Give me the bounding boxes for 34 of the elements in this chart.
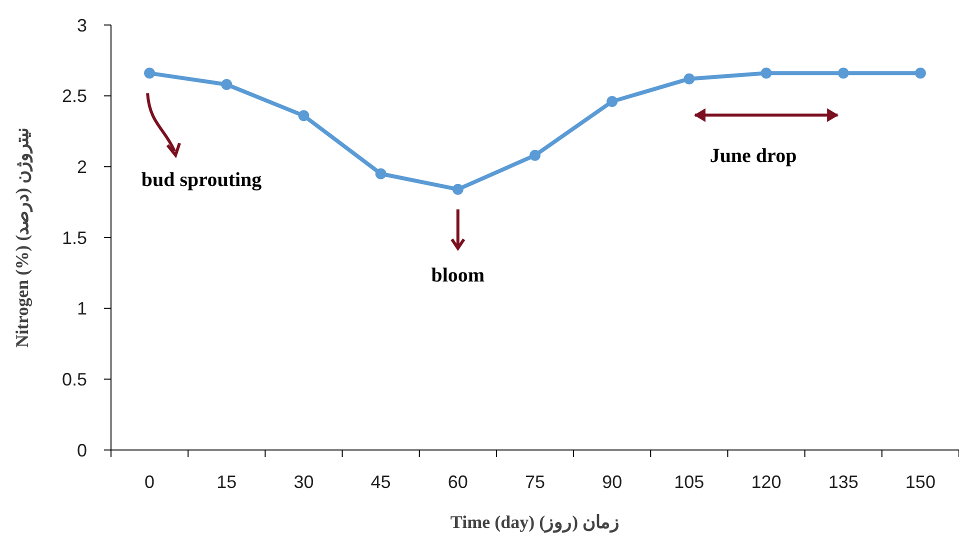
- point: [684, 73, 695, 84]
- x-tick-label: 90: [602, 472, 622, 492]
- point: [606, 96, 618, 107]
- point: [452, 184, 464, 195]
- x-tick-label: 0: [144, 472, 155, 492]
- x-tick-label: 60: [448, 472, 468, 492]
- y-axis-title: Nitrogen (%) نیتروژن (درصد): [12, 127, 33, 348]
- x-tick-label: 45: [370, 472, 391, 492]
- annotation: bud sprouting: [141, 169, 262, 192]
- y-tick-label: 2.5: [62, 86, 87, 106]
- point: [760, 68, 772, 79]
- point: [298, 110, 310, 122]
- y-tick-label: 0.5: [62, 369, 87, 390]
- y-tick-label: 2: [76, 156, 87, 177]
- y-tick-label: 0: [76, 440, 87, 460]
- annotation: June drop: [710, 145, 797, 168]
- y-tick-label: 1.5: [62, 228, 87, 248]
- x-tick-label: 30: [294, 472, 314, 492]
- y-tick-label: 1: [76, 298, 87, 319]
- y-tick-label: 3: [76, 15, 87, 36]
- x-tick-label: 150: [905, 472, 936, 492]
- point: [530, 150, 540, 161]
- x-tick-label: 135: [828, 472, 858, 492]
- annotation: bloom: [431, 264, 485, 286]
- x-axis-title: Time (day) زمان (روز): [450, 512, 620, 533]
- x-tick-label: 15: [216, 472, 237, 492]
- point: [221, 79, 232, 90]
- x-tick-label: 120: [751, 472, 782, 492]
- x-tick-label: 105: [674, 472, 704, 492]
- point: [375, 168, 386, 180]
- x-tick-label: 75: [524, 472, 546, 492]
- point: [838, 68, 849, 79]
- point: [914, 68, 926, 79]
- point: [144, 68, 156, 79]
